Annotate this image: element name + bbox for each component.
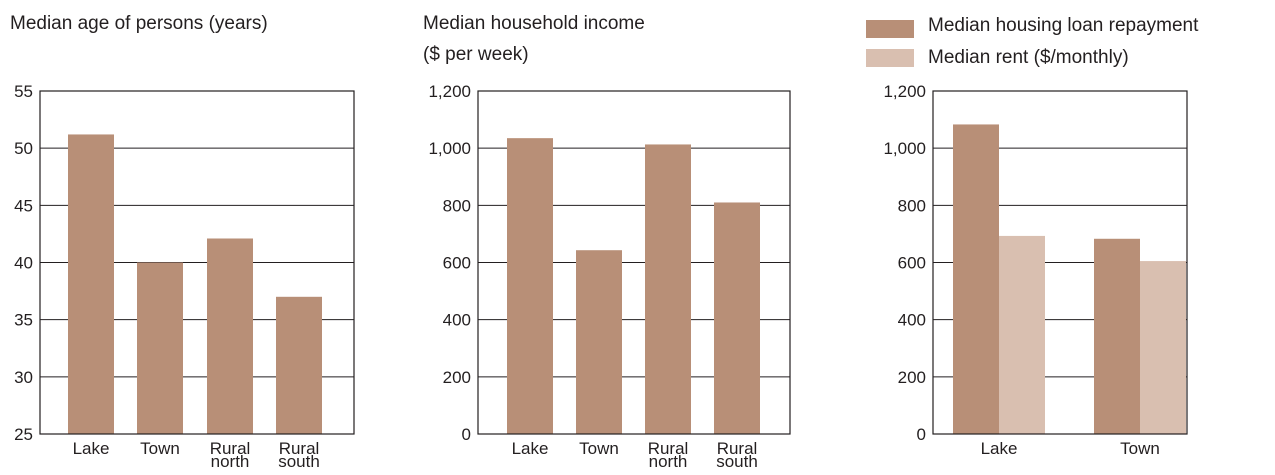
chart-3-ytick-label: 1,000 <box>883 139 926 158</box>
chart-1-xtick-label: Town <box>140 439 180 458</box>
chart-1-xtick-label: north <box>211 452 250 471</box>
chart-1-bar <box>137 262 183 434</box>
chart-2-xtick-label: Rural <box>717 439 758 458</box>
chart-1-ytick-label: 40 <box>14 254 33 273</box>
chart-3-bar-series-1 <box>953 124 999 434</box>
chart-1-xtick-label: Rural <box>210 439 251 458</box>
chart-1-ytick-label: 35 <box>14 311 33 330</box>
chart-3-ytick-label: 0 <box>917 425 926 444</box>
legend-label-loan: Median housing loan repayment <box>928 15 1199 36</box>
chart-2-xtick-label: Rural <box>648 439 689 458</box>
chart-2-ytick-label: 0 <box>462 425 471 444</box>
chart-3-ytick-label: 800 <box>898 196 926 215</box>
chart-2-ytick-label: 400 <box>443 311 471 330</box>
chart-2-bar <box>576 250 622 434</box>
chart-2-bar <box>714 202 760 434</box>
chart-2-ytick-label: 800 <box>443 196 471 215</box>
chart-2-xtick-label: north <box>649 452 688 471</box>
chart-1-xtick-label: Lake <box>73 439 110 458</box>
chart-3-ytick-label: 1,200 <box>883 82 926 101</box>
chart-1-ytick-label: 30 <box>14 368 33 387</box>
legend-swatch-rent <box>866 49 914 67</box>
legend-swatch-loan <box>866 20 914 38</box>
chart-1-frame <box>39 90 355 435</box>
chart-1-ytick-label: 45 <box>14 196 33 215</box>
chart-2-xtick-label: Lake <box>512 439 549 458</box>
chart-1-bar <box>68 134 114 435</box>
chart-3-ytick-label: 200 <box>898 368 926 387</box>
chart-3-bar-series-2 <box>1140 261 1186 434</box>
chart-1-xtick-label: south <box>278 452 320 471</box>
chart-1-bar <box>207 238 253 434</box>
chart-3-frame <box>932 90 1188 435</box>
chart-2-title: Median household income <box>423 13 645 34</box>
chart-2-xtick-label: south <box>716 452 758 471</box>
legend-label-rent: Median rent ($/monthly) <box>928 47 1129 68</box>
chart-1-title: Median age of persons (years) <box>10 13 268 34</box>
chart-2-ytick-label: 1,200 <box>428 82 471 101</box>
chart-1-xtick-label: Rural <box>279 439 320 458</box>
chart-3-bar-series-2 <box>999 235 1045 434</box>
chart-1-ytick-label: 55 <box>14 82 33 101</box>
chart-1-bar <box>276 296 322 434</box>
chart-2-frame <box>477 90 791 435</box>
chart-2-bar <box>645 144 691 434</box>
chart-2-ytick-label: 200 <box>443 368 471 387</box>
chart-2-subtitle: ($ per week) <box>423 44 529 65</box>
chart-2-bar <box>507 138 553 434</box>
chart-3-xtick-label: Lake <box>981 439 1018 458</box>
chart-3-ytick-label: 600 <box>898 254 926 273</box>
chart-3-bar-series-1 <box>1094 238 1140 434</box>
chart-2-xtick-label: Town <box>579 439 619 458</box>
chart-1-ytick-label: 25 <box>14 425 33 444</box>
chart-2-ytick-label: 1,000 <box>428 139 471 158</box>
chart-2-ytick-label: 600 <box>443 254 471 273</box>
chart-3-xtick-label: Town <box>1120 439 1160 458</box>
chart-3-ytick-label: 400 <box>898 311 926 330</box>
chart-1-ytick-label: 50 <box>14 139 33 158</box>
